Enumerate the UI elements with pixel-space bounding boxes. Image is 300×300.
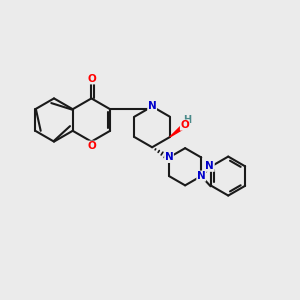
Text: O: O	[87, 141, 96, 151]
Text: N: N	[165, 152, 173, 163]
Text: N: N	[206, 161, 214, 171]
Text: H: H	[183, 115, 191, 125]
Text: N: N	[148, 101, 157, 112]
Text: O: O	[87, 74, 96, 84]
Polygon shape	[170, 125, 184, 137]
Text: N: N	[197, 171, 206, 181]
Text: O: O	[180, 120, 189, 130]
